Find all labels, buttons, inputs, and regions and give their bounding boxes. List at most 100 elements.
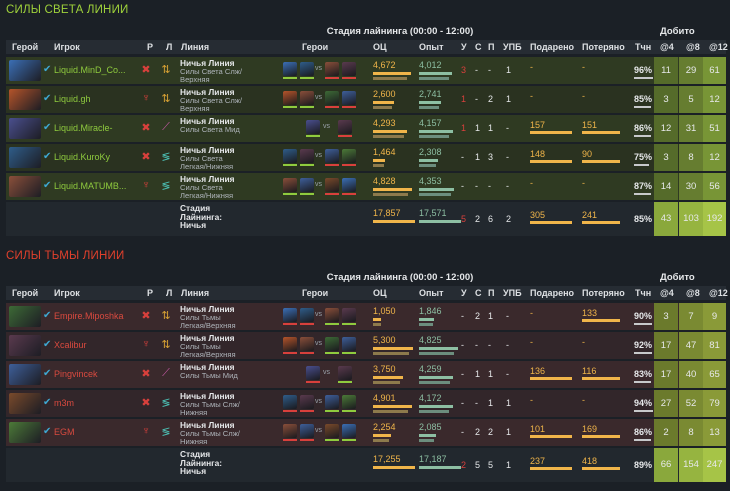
gold-value: 4,672: [373, 60, 396, 70]
header-s[interactable]: С: [475, 42, 482, 52]
lost-value: -: [582, 395, 585, 405]
header-hero[interactable]: Герой: [12, 288, 39, 298]
exp-bar-secondary: [419, 410, 449, 413]
header-given[interactable]: Подарено: [530, 288, 575, 298]
header-lost[interactable]: Потеряно: [582, 42, 625, 52]
lasthits-at12: 9: [703, 303, 726, 330]
exp-bar-secondary: [419, 193, 451, 196]
header-at12[interactable]: @12: [709, 288, 728, 298]
header-at4[interactable]: @4: [660, 288, 674, 298]
header-lane[interactable]: Линия: [181, 288, 210, 298]
vs-label: vs: [315, 427, 322, 434]
player-name[interactable]: Liquid.gh: [54, 94, 91, 104]
vs-label: vs: [323, 123, 330, 130]
header-given[interactable]: Подарено: [530, 42, 575, 52]
hero-portrait[interactable]: [9, 364, 41, 385]
exp-value: 4,353: [419, 176, 442, 186]
header-lost[interactable]: Потеряно: [582, 288, 625, 298]
exp-value: 4,825: [419, 335, 442, 345]
player-name[interactable]: Liquid.KuroKy: [54, 152, 111, 162]
header-l[interactable]: Л: [166, 288, 173, 298]
header-at12[interactable]: @12: [709, 42, 728, 52]
hero-portrait[interactable]: [9, 306, 41, 327]
total-lane-result: Стадия Лайнинга: Ничья: [180, 204, 280, 230]
player-row: ✔ Liquid.gh ♆ ⇅ Ничья Линия Силы Света Слж/Ве…: [6, 86, 726, 113]
gold-bar-secondary: [373, 323, 381, 326]
given-bar: [530, 131, 572, 134]
header-heroes[interactable]: Герои: [302, 42, 329, 52]
hero-portrait[interactable]: [9, 176, 41, 197]
exp-value: 2,085: [419, 422, 442, 432]
header-exp[interactable]: Опыт: [419, 288, 444, 298]
player-name[interactable]: m3m: [54, 398, 74, 408]
header-r[interactable]: Р: [147, 288, 154, 298]
header-tch[interactable]: Тчн: [635, 42, 652, 52]
lane-icon: ≶: [161, 151, 171, 163]
lane-subtitle: Силы Тьмы: [180, 341, 221, 351]
lasthits-at12: 61: [703, 57, 726, 84]
gold-bar-secondary: [373, 77, 407, 80]
matchup-hero-icon: [325, 424, 339, 441]
header-upb[interactable]: УПБ: [503, 288, 522, 298]
total-lane-line: Стадия: [180, 203, 211, 213]
hero-portrait[interactable]: [9, 335, 41, 356]
gold-bar: [373, 347, 413, 350]
header-at8[interactable]: @8: [686, 288, 700, 298]
header-exp[interactable]: Опыт: [419, 42, 444, 52]
accuracy-value: 86%: [634, 427, 653, 437]
accuracy-bar: [634, 193, 651, 195]
header-p[interactable]: П: [488, 42, 495, 52]
header-r[interactable]: Р: [147, 42, 154, 52]
player-name[interactable]: Liquid.MinD_Co...: [54, 65, 126, 75]
total-s: 5: [475, 460, 481, 470]
hero-portrait[interactable]: [9, 60, 41, 81]
lost-bar: [582, 377, 620, 380]
player-name[interactable]: Pingvincek: [54, 369, 98, 379]
header-p[interactable]: П: [488, 288, 495, 298]
player-name[interactable]: Xcalibur: [54, 340, 87, 350]
player-name[interactable]: Liquid.Miracle-: [54, 123, 113, 133]
stat-u: 1: [461, 94, 467, 104]
gold-bar: [373, 159, 385, 162]
lasthits-at8: 5: [679, 86, 703, 113]
header-lane[interactable]: Линия: [181, 42, 210, 52]
lasthits-at4: 3: [654, 86, 678, 113]
lane-cell: Ничья Линия Силы Тьмы Легкая/Верхняя: [180, 305, 280, 331]
player-name[interactable]: EGM: [54, 427, 75, 437]
verified-icon: ✔: [43, 93, 52, 104]
header-upb[interactable]: УПБ: [503, 42, 522, 52]
header-hero[interactable]: Герой: [12, 42, 39, 52]
accuracy-bar: [634, 77, 653, 79]
lasthits-at8: 40: [679, 361, 703, 388]
header-tch[interactable]: Тчн: [635, 288, 652, 298]
player-name[interactable]: Liquid.MATUMB...: [54, 181, 127, 191]
header-heroes[interactable]: Герои: [302, 288, 329, 298]
header-player[interactable]: Игрок: [54, 42, 80, 52]
header-at8[interactable]: @8: [686, 42, 700, 52]
matchup-hero-icon: [283, 62, 297, 79]
accuracy-value: 75%: [634, 152, 653, 162]
matchup-hero-icon: [300, 424, 314, 441]
hero-portrait[interactable]: [9, 393, 41, 414]
exp-bar: [419, 130, 453, 133]
player-row: ✔ Xcalibur ♆ ⇅ Ничья Линия Силы Тьмы Легкая/Ве…: [6, 332, 726, 359]
hero-health-bar: [342, 77, 356, 79]
header-s[interactable]: С: [475, 288, 482, 298]
header-at4[interactable]: @4: [660, 42, 674, 52]
hero-portrait[interactable]: [9, 422, 41, 443]
header-oc[interactable]: ОЦ: [373, 288, 387, 298]
player-name[interactable]: Empire.Miposhka: [54, 311, 124, 321]
header-oc[interactable]: ОЦ: [373, 42, 387, 52]
header-u[interactable]: У: [461, 42, 467, 52]
stat-p: 2: [488, 94, 494, 104]
header-u[interactable]: У: [461, 288, 467, 298]
header-player[interactable]: Игрок: [54, 288, 80, 298]
hero-portrait[interactable]: [9, 147, 41, 168]
header-l[interactable]: Л: [166, 42, 173, 52]
gold-bar-secondary: [373, 410, 408, 413]
lane-title: Ничья Линия: [180, 362, 235, 372]
lane-title: Ничья Линия: [180, 145, 235, 155]
hero-portrait[interactable]: [9, 89, 41, 110]
hero-portrait[interactable]: [9, 118, 41, 139]
stat-s: -: [475, 398, 478, 408]
